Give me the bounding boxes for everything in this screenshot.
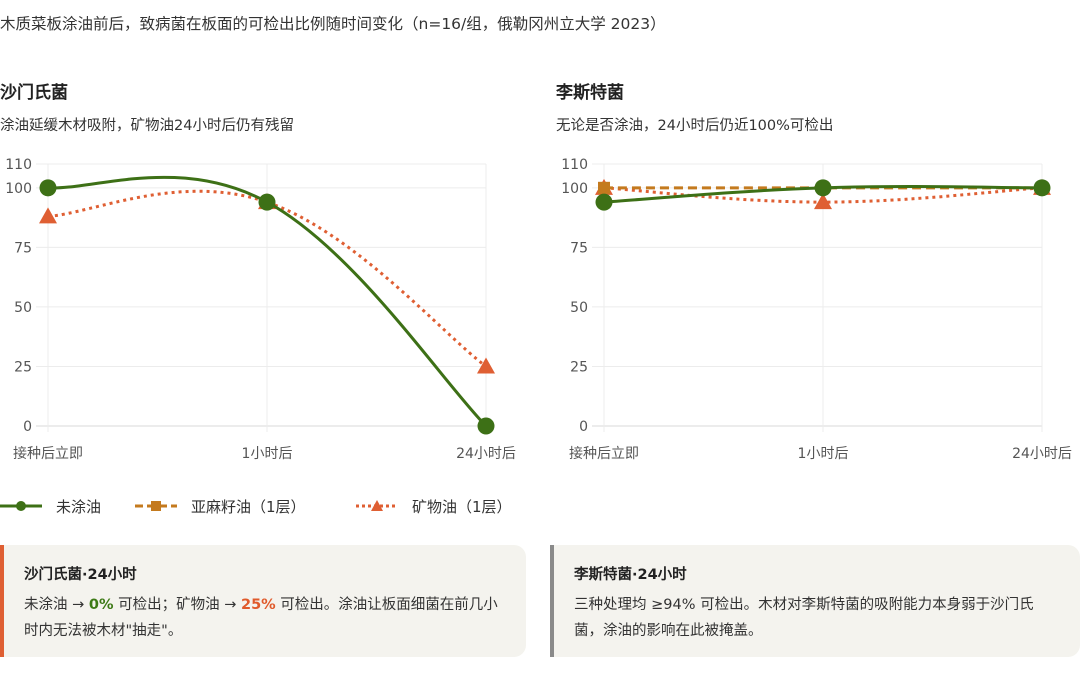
chart-subtitle-salmonella: 涂油延缓木材吸附，矿物油24小时后仍有残留 (0, 118, 294, 134)
data-point-untreated (39, 179, 57, 197)
x-tick-label: 1小时后 (242, 446, 293, 462)
x-tick-label: 接种后立即 (569, 445, 639, 462)
y-tick-label: 75 (570, 240, 588, 256)
card-text-part: 未涂油 → (24, 597, 89, 613)
y-tick-label: 100 (561, 181, 588, 197)
y-tick-label: 75 (14, 240, 32, 256)
y-tick-label: 0 (579, 419, 588, 435)
data-point-untreated (595, 193, 613, 211)
x-tick-label: 1小时后 (798, 446, 849, 462)
data-point-untreated (1033, 179, 1051, 197)
y-tick-label: 0 (23, 419, 32, 435)
x-tick-label: 24小时后 (1012, 446, 1072, 462)
mineral-value: 25% (240, 597, 276, 613)
data-point-mineral (477, 357, 495, 374)
data-point-mineral (814, 193, 832, 210)
data-point-mineral (39, 207, 57, 224)
legend-item-untreated[interactable]: 未涂油 (0, 494, 101, 518)
x-tick-label: 接种后立即 (13, 445, 83, 462)
y-tick-label: 110 (5, 157, 32, 173)
data-point-untreated (258, 193, 276, 211)
legend-item-linseed[interactable]: 亚麻籽油（1层） (135, 494, 306, 518)
y-tick-label: 50 (570, 300, 588, 316)
chart-title-salmonella: 沙门氏菌 (0, 83, 68, 103)
listeria-summary-card: 李斯特菌·24小时 三种处理均 ≥94% 可检出。木材对李斯特菌的吸附能力本身弱… (550, 545, 1080, 657)
card-text-part: 可检出。涂油让板面细菌在前几小时内无法被木材"抽走"。 (24, 597, 498, 639)
x-tick-label: 24小时后 (456, 446, 516, 462)
y-tick-label: 50 (14, 300, 32, 316)
y-tick-label: 25 (14, 359, 32, 375)
y-tick-label: 100 (5, 181, 32, 197)
legend-item-mineral[interactable]: 矿物油（1层） (356, 494, 512, 518)
line-circle-icon (0, 501, 42, 511)
salmonella-summary-card: 沙门氏菌·24小时 未涂油 → 0% 可检出；矿物油 → 25% 可检出。涂油让… (0, 545, 526, 657)
card-text: 未涂油 → 0% 可检出；矿物油 → 25% 可检出。涂油让板面细菌在前几小时内… (24, 592, 506, 644)
card-title: 李斯特菌·24小时 (574, 567, 687, 583)
card-text-part: 可检出；矿物油 → (113, 597, 241, 613)
card-title: 沙门氏菌·24小时 (24, 567, 137, 583)
salmonella-line-chart: 0 25 50 75 100 110 接种后立即 1小时后 24小时后 (5, 157, 516, 462)
card-text: 三种处理均 ≥94% 可检出。木材对李斯特菌的吸附能力本身弱于沙门氏菌，涂油的影… (574, 597, 1034, 639)
data-point-linseed (598, 181, 610, 194)
untreated-value: 0% (88, 597, 114, 613)
y-tick-label: 110 (561, 157, 588, 173)
data-point-untreated (814, 179, 832, 197)
dotted-triangle-icon (356, 500, 398, 511)
dashed-square-icon (135, 501, 177, 511)
series-mineral-line (47, 189, 487, 368)
listeria-line-chart: 0 25 50 75 100 110 接种后立即 1小时后 24小时后 (561, 157, 1072, 462)
legend-label: 亚麻籽油（1层） (191, 497, 306, 516)
legend-label: 矿物油（1层） (412, 497, 512, 516)
chart-title-listeria: 李斯特菌 (556, 83, 624, 103)
chart-subtitle-listeria: 无论是否涂油，24小时后仍近100%可检出 (556, 118, 834, 134)
legend-label: 未涂油 (56, 497, 102, 516)
figure-title: 木质菜板涂油前后，致病菌在板面的可检出比例随时间变化（n=16/组，俄勒冈州立大… (0, 15, 666, 33)
data-point-untreated (477, 417, 495, 435)
y-tick-label: 25 (570, 359, 588, 375)
